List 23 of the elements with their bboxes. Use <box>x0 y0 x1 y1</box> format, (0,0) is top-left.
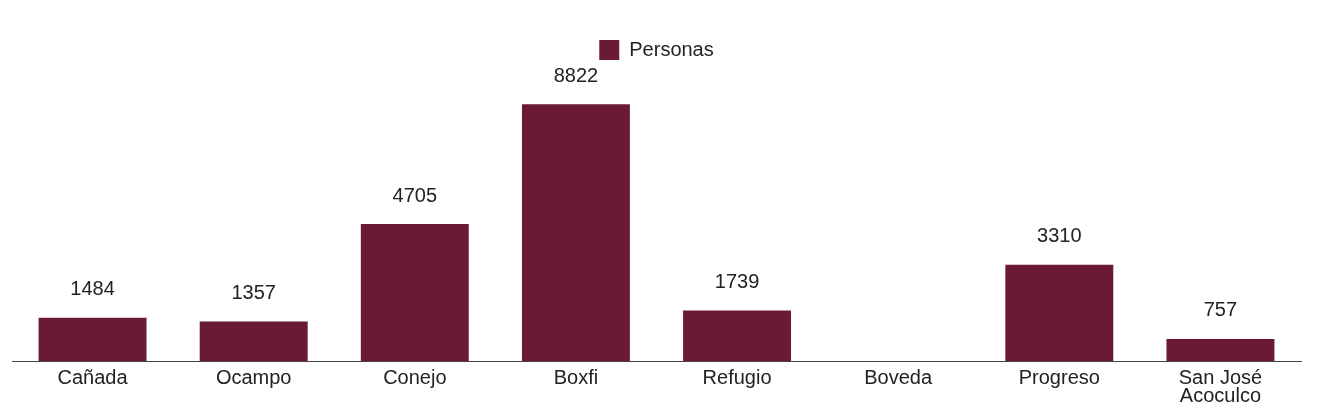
data-label: 757 <box>1203 298 1238 321</box>
bar <box>521 104 630 361</box>
data-label: 3310 <box>1037 224 1082 247</box>
x-tick-label: Boveda <box>864 365 933 388</box>
bar <box>1005 264 1114 361</box>
data-label: 1357 <box>231 281 276 304</box>
data-label: 1739 <box>714 269 760 292</box>
x-tick-label: Boxfi <box>553 365 599 388</box>
x-tick-label: Ocampo <box>215 365 292 388</box>
data-label: 4705 <box>392 183 438 206</box>
x-tick-label: Refugio <box>702 365 772 388</box>
bar <box>1166 338 1275 361</box>
bar <box>199 321 308 361</box>
bar <box>360 224 469 361</box>
x-tick-label: Conejo <box>383 365 447 388</box>
legend-label: Personas <box>629 37 714 60</box>
bar <box>683 310 792 361</box>
bar <box>38 317 147 361</box>
data-label: 1484 <box>70 277 115 300</box>
x-tick-label: San José Acoculco <box>1178 365 1263 406</box>
x-tick-label: Cañada <box>57 365 129 388</box>
data-label: 8822 <box>553 63 599 86</box>
x-tick-label: Progreso <box>1018 365 1100 388</box>
